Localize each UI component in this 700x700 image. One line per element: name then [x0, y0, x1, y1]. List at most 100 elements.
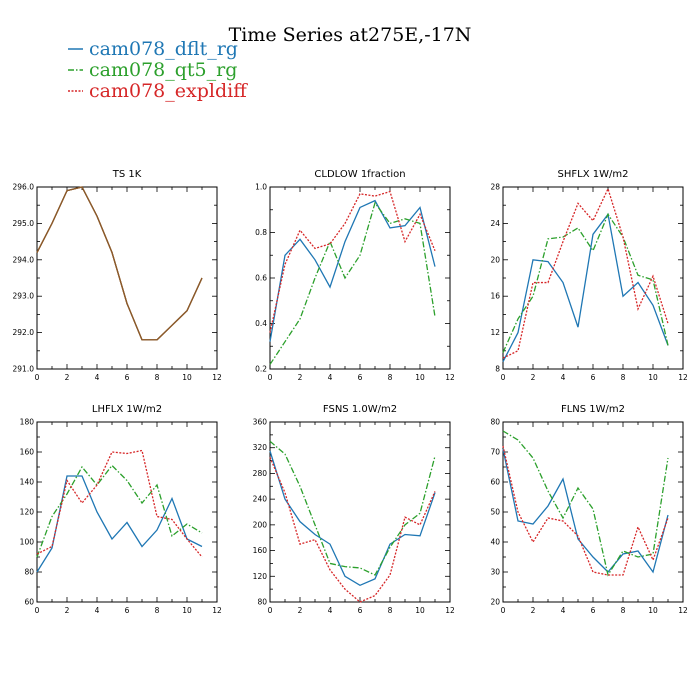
y-tick-label: 160: [253, 546, 268, 555]
panel-4: FSNS 1.0W/m2 0 2 4 6 8 10 12 80 120 160 200 240 280 32…: [253, 404, 455, 615]
x-tick-label: 0: [501, 606, 506, 615]
y-tick-label: 12: [490, 328, 500, 337]
x-tick-label: 4: [95, 373, 100, 382]
series-line-cam078_dflt_rg: [502, 448, 669, 574]
x-tick-label: 0: [268, 606, 273, 615]
x-tick-label: 0: [35, 373, 40, 382]
series-line-cam078_qt5_rg: [36, 186, 203, 341]
x-tick-label: 8: [388, 606, 393, 615]
x-tick-label: 10: [415, 606, 425, 615]
panel-title: SHFLX 1W/m2: [558, 169, 629, 180]
panels: TS 1K0 2 4 6 8 10 12291.0292.0293.0294.0295.02…: [13, 169, 688, 615]
x-tick-label: 4: [328, 606, 333, 615]
x-tick-label: 2: [298, 373, 303, 382]
x-tick-label: 4: [561, 373, 566, 382]
x-tick-label: 6: [591, 606, 596, 615]
x-tick-label: 10: [648, 373, 658, 382]
x-tick-label: 8: [155, 373, 160, 382]
panel-title: CLDLOW 1fraction: [314, 169, 405, 180]
series-line-cam078_expldiff: [502, 445, 669, 576]
y-tick-label: 24: [490, 219, 500, 228]
y-tick-label: 200: [253, 520, 268, 529]
y-tick-label: 80: [24, 568, 34, 577]
x-tick-label: 2: [298, 606, 303, 615]
y-tick-label: 120: [253, 572, 268, 581]
series-line-cam078_expldiff: [36, 449, 203, 558]
y-tick-label: 1.0: [255, 183, 267, 192]
legend-label-0: cam078_dflt_rg: [89, 38, 238, 60]
panel-title: FLNS 1W/m2: [561, 404, 625, 415]
series-line-cam078_qt5_rg: [36, 464, 203, 558]
series-line-cam078_qt5_rg: [269, 440, 436, 576]
series-line-cam078_expldiff: [269, 190, 436, 333]
y-tick-label: 295.0: [13, 219, 35, 228]
x-tick-label: 12: [212, 373, 222, 382]
x-tick-label: 6: [125, 606, 130, 615]
y-tick-label: 28: [490, 183, 500, 192]
series-line-cam078_qt5_rg: [502, 212, 669, 353]
series-line-cam078_expldiff: [269, 457, 436, 603]
y-tick-label: 70: [490, 448, 500, 457]
y-tick-label: 16: [490, 292, 500, 301]
panel-title: LHFLX 1W/m2: [92, 404, 162, 415]
x-tick-label: 6: [125, 373, 130, 382]
x-tick-label: 2: [531, 373, 536, 382]
y-tick-label: 40: [490, 538, 500, 547]
x-tick-label: 12: [678, 606, 688, 615]
series-line-cam078_expldiff: [36, 186, 203, 341]
legend: cam078_dflt_rgcam078_qt5_rgcam078_expldi…: [68, 38, 248, 102]
plot-frame: [36, 186, 218, 370]
y-tick-label: 0.2: [255, 365, 267, 374]
y-tick-label: 60: [490, 478, 500, 487]
y-tick-label: 0.4: [255, 319, 267, 328]
x-tick-label: 4: [95, 606, 100, 615]
x-tick-label: 8: [155, 606, 160, 615]
panel-1: CLDLOW 1fraction 0 2 4 6 8 10 12 0.2 0.4 0.6 0.8 1.0: [255, 169, 455, 382]
panel-0: TS 1K 0 2 4 6 8 10 12 291.0 292.0 293.0 294.0 295.0 2…: [13, 169, 222, 382]
series-line-cam078_dflt_rg: [269, 199, 436, 342]
x-tick-label: 0: [268, 373, 273, 382]
plot-frame: [36, 421, 218, 603]
x-tick-label: 6: [358, 606, 363, 615]
x-tick-label: 12: [212, 606, 222, 615]
y-tick-label: 160: [20, 448, 35, 457]
series-line-cam078_expldiff: [502, 187, 669, 359]
legend-label-1: cam078_qt5_rg: [89, 59, 237, 81]
y-tick-label: 296.0: [13, 183, 35, 192]
y-tick-label: 8: [495, 365, 500, 374]
y-tick-label: 360: [253, 418, 268, 427]
y-tick-label: 30: [490, 568, 500, 577]
x-tick-label: 12: [678, 373, 688, 382]
series-line-cam078_dflt_rg: [269, 450, 436, 587]
y-tick-label: 293.0: [13, 292, 35, 301]
series-line-cam078_dflt_rg: [36, 186, 203, 341]
y-tick-label: 20: [490, 598, 500, 607]
x-tick-label: 10: [415, 373, 425, 382]
figure-title: Time Series at275E,-17N: [229, 24, 472, 46]
x-tick-label: 4: [561, 606, 566, 615]
x-tick-label: 6: [591, 373, 596, 382]
y-tick-label: 294.0: [13, 255, 35, 264]
y-tick-label: 140: [20, 478, 35, 487]
x-tick-label: 8: [621, 606, 626, 615]
x-tick-label: 8: [621, 373, 626, 382]
y-tick-label: 280: [253, 469, 268, 478]
x-tick-label: 6: [358, 373, 363, 382]
y-tick-label: 180: [20, 418, 35, 427]
x-tick-label: 10: [648, 606, 658, 615]
series-line-cam078_qt5_rg: [502, 430, 669, 577]
x-tick-label: 2: [65, 373, 70, 382]
x-tick-label: 0: [35, 606, 40, 615]
y-tick-label: 100: [20, 538, 35, 547]
x-tick-label: 10: [182, 606, 192, 615]
panel-5: FLNS 1W/m2 0 2 4 6 8 10 12 20 30 40 50 60 70 80: [490, 404, 688, 615]
y-tick-label: 50: [490, 508, 500, 517]
x-tick-label: 2: [531, 606, 536, 615]
legend-label-2: cam078_expldiff: [89, 80, 248, 102]
x-tick-label: 12: [445, 373, 455, 382]
plot-frame: [502, 421, 684, 603]
series-line-cam078_dflt_rg: [502, 212, 669, 363]
y-tick-label: 240: [253, 495, 268, 504]
